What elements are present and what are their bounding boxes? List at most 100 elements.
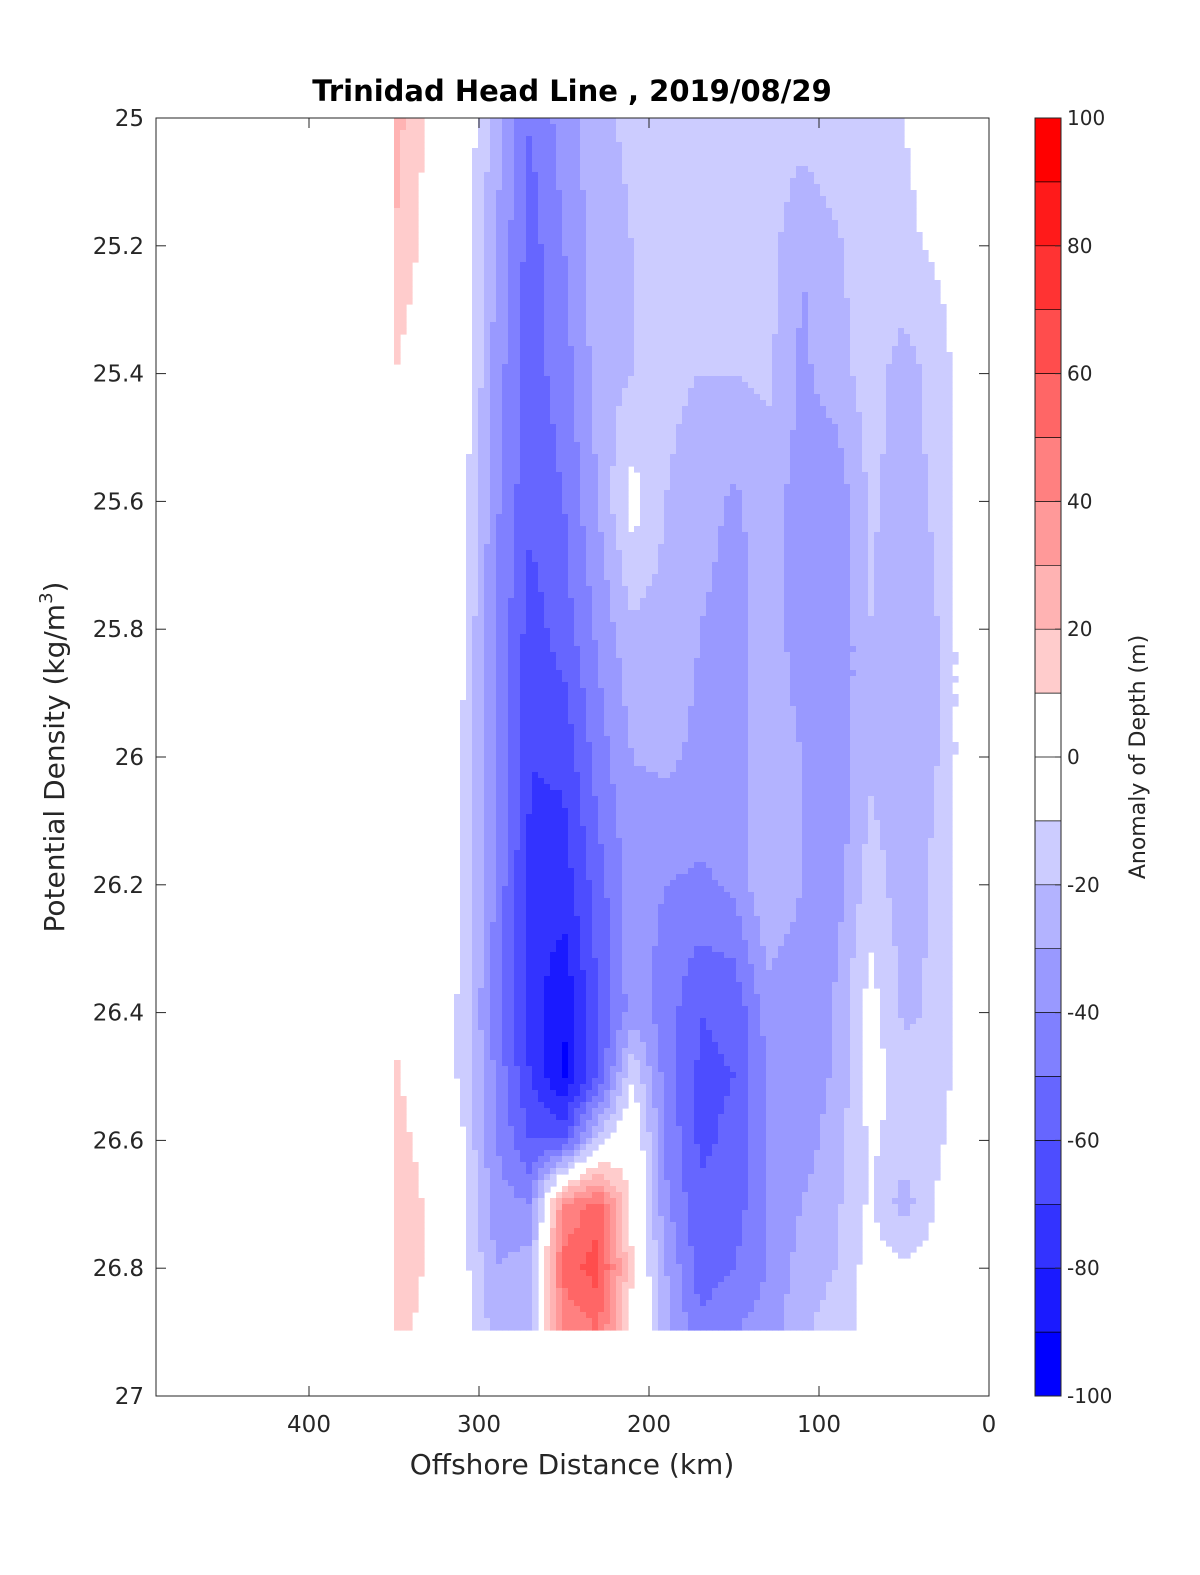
field-cell — [886, 316, 893, 323]
field-cell — [880, 352, 887, 359]
field-cell — [640, 274, 647, 281]
field-cell — [658, 160, 665, 167]
field-cell — [712, 202, 719, 209]
field-cell — [766, 214, 773, 221]
field-cell — [598, 442, 605, 449]
field-cell — [568, 130, 575, 137]
field-cell — [802, 274, 809, 281]
field-cell — [550, 214, 557, 221]
field-cell — [700, 274, 707, 281]
field-cell — [484, 238, 491, 245]
field-cell — [562, 340, 569, 347]
field-cell — [844, 250, 851, 257]
field-cell — [712, 238, 719, 245]
field-cell — [730, 256, 737, 263]
field-cell — [814, 292, 821, 299]
field-cell — [574, 310, 581, 317]
field-cell — [868, 136, 875, 143]
field-cell — [496, 322, 503, 329]
field-cell — [478, 118, 485, 125]
field-cell — [718, 124, 725, 131]
field-cell — [814, 358, 821, 365]
field-cell — [916, 268, 923, 275]
field-cell — [604, 370, 611, 377]
field-cell — [688, 124, 695, 131]
field-cell — [790, 256, 797, 263]
field-cell — [478, 286, 485, 293]
field-cell — [622, 424, 629, 431]
field-cell — [754, 214, 761, 221]
field-cell — [586, 370, 593, 377]
field-cell — [502, 328, 509, 335]
field-cell — [406, 256, 413, 263]
field-cell — [568, 256, 575, 263]
field-cell — [538, 304, 545, 311]
field-cell — [646, 262, 653, 269]
field-cell — [898, 166, 905, 173]
field-cell — [514, 136, 521, 143]
field-cell — [586, 304, 593, 311]
field-cell — [922, 340, 929, 347]
field-cell — [502, 316, 509, 323]
field-cell — [526, 124, 533, 131]
field-cell — [766, 316, 773, 323]
field-cell — [634, 262, 641, 269]
field-cell — [580, 124, 587, 131]
field-cell — [478, 436, 485, 443]
field-cell — [712, 328, 719, 335]
field-cell — [688, 400, 695, 407]
field-cell — [814, 304, 821, 311]
field-cell — [592, 172, 599, 179]
field-cell — [946, 472, 953, 479]
field-cell — [838, 172, 845, 179]
field-cell — [748, 304, 755, 311]
field-cell — [526, 190, 533, 197]
field-cell — [496, 460, 503, 467]
field-cell — [730, 166, 737, 173]
field-cell — [844, 394, 851, 401]
field-cell — [478, 226, 485, 233]
field-cell — [502, 136, 509, 143]
field-cell — [844, 460, 851, 467]
field-cell — [568, 238, 575, 245]
field-cell — [508, 136, 515, 143]
field-cell — [508, 448, 515, 455]
field-cell — [886, 178, 893, 185]
field-cell — [928, 376, 935, 383]
field-cell — [670, 328, 677, 335]
field-cell — [784, 196, 791, 203]
field-cell — [556, 286, 563, 293]
field-cell — [532, 334, 539, 341]
field-cell — [634, 436, 641, 443]
field-cell — [496, 406, 503, 413]
field-cell — [700, 376, 707, 383]
field-cell — [820, 196, 827, 203]
field-cell — [826, 238, 833, 245]
field-cell — [400, 148, 407, 155]
field-cell — [826, 118, 833, 125]
field-cell — [760, 478, 767, 485]
field-cell — [580, 208, 587, 215]
field-cell — [892, 322, 899, 329]
field-cell — [790, 280, 797, 287]
field-cell — [412, 130, 419, 137]
field-cell — [556, 142, 563, 149]
field-cell — [844, 190, 851, 197]
field-cell — [844, 196, 851, 203]
field-cell — [730, 286, 737, 293]
field-cell — [544, 448, 551, 455]
field-cell — [484, 250, 491, 257]
field-cell — [640, 364, 647, 371]
field-cell — [400, 262, 407, 269]
field-cell — [706, 214, 713, 221]
field-cell — [904, 304, 911, 311]
field-cell — [682, 172, 689, 179]
field-cell — [868, 196, 875, 203]
field-cell — [712, 196, 719, 203]
field-cell — [412, 250, 419, 257]
field-cell — [790, 136, 797, 143]
field-cell — [814, 406, 821, 413]
field-cell — [616, 208, 623, 215]
field-cell — [586, 130, 593, 137]
field-cell — [514, 358, 521, 365]
